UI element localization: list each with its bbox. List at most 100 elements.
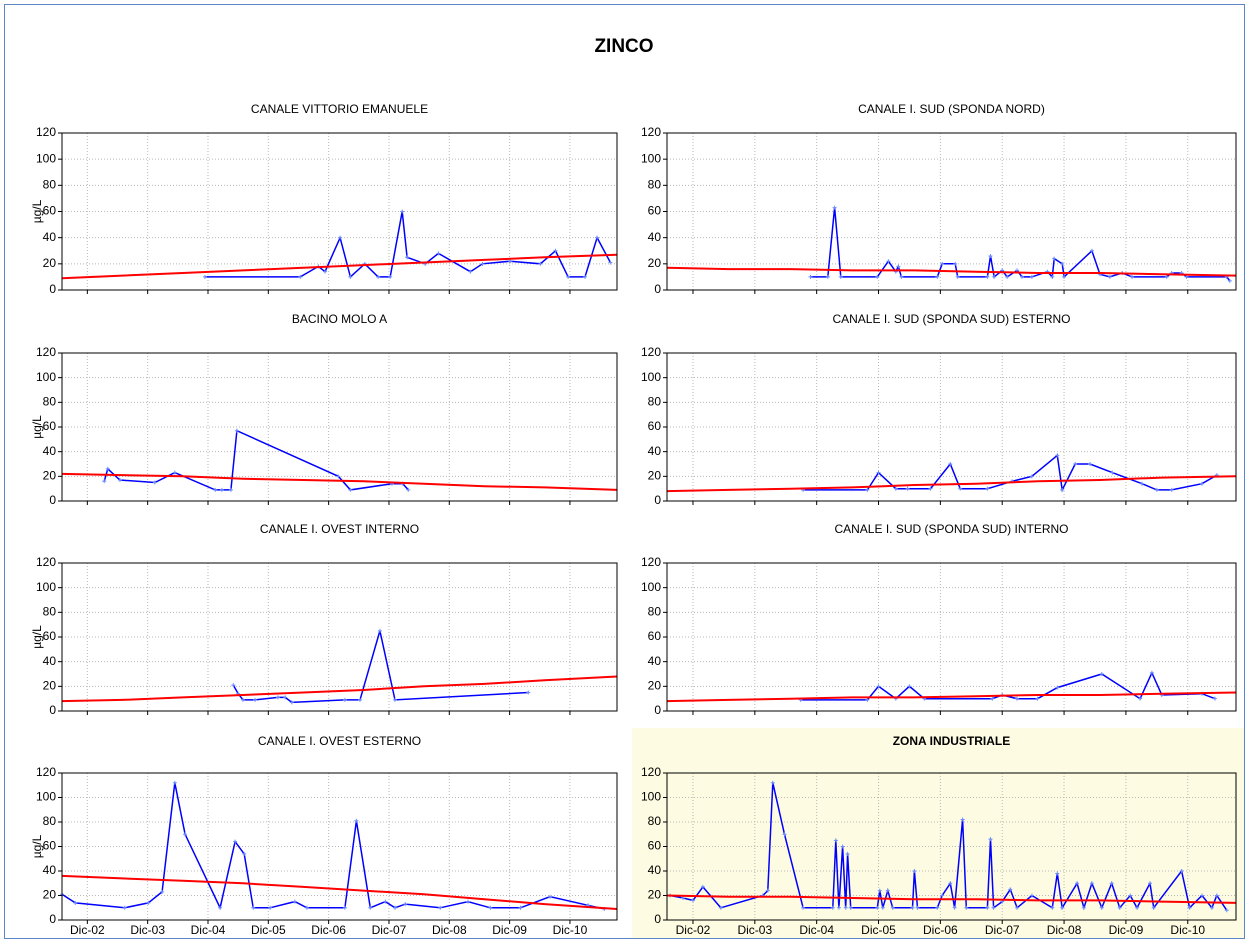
- x-tick-label: Dic-06: [311, 923, 346, 937]
- point-marker: [832, 205, 837, 210]
- point-marker: [955, 274, 960, 279]
- x-tick-label: Dic-02: [70, 923, 105, 937]
- point-marker: [251, 905, 256, 910]
- point-marker: [990, 696, 995, 701]
- point-marker: [1148, 881, 1153, 886]
- point-marker: [991, 905, 996, 910]
- y-tick-label: 40: [43, 230, 57, 244]
- point-marker: [268, 905, 273, 910]
- point-marker: [231, 683, 236, 688]
- y-tick-label: 20: [43, 888, 57, 902]
- y-tick-label: 60: [43, 629, 57, 643]
- point-marker: [354, 818, 359, 823]
- point-marker: [912, 869, 917, 873]
- x-tick-label: Dic-03: [130, 923, 165, 937]
- point-marker: [436, 251, 441, 256]
- point-marker: [958, 486, 963, 491]
- y-tick-label: 0: [654, 703, 661, 717]
- point-marker: [218, 905, 223, 910]
- y-tick-label: 100: [641, 580, 661, 594]
- point-marker: [1135, 905, 1140, 910]
- point-marker: [160, 889, 165, 894]
- point-marker: [122, 905, 127, 910]
- y-tick-label: 0: [654, 912, 661, 926]
- point-marker: [940, 261, 945, 266]
- point-marker: [526, 690, 531, 695]
- y-tick-label: 120: [36, 345, 56, 359]
- charts: CANALE VITTORIO EMANUELE µg/L 0 20 40 60 80 100…: [30, 102, 1244, 938]
- point-marker: [886, 259, 891, 264]
- point-marker: [348, 274, 353, 279]
- series-line: [61, 874, 618, 910]
- point-marker: [875, 274, 880, 279]
- series-line: [103, 429, 409, 491]
- chart-title: CANALE I. SUD (SPONDA NORD): [858, 102, 1045, 116]
- point-marker: [801, 905, 806, 910]
- plot-frame: [666, 772, 1237, 921]
- point-marker: [877, 888, 882, 893]
- point-marker: [1187, 905, 1192, 910]
- y-tick-label: 120: [36, 555, 56, 569]
- point-marker: [152, 480, 157, 485]
- y-tick-label: 0: [49, 703, 56, 717]
- y-tick-label: 20: [43, 679, 57, 693]
- y-tick-label: 60: [43, 839, 57, 853]
- point-marker: [358, 697, 363, 702]
- point-marker: [876, 684, 881, 689]
- x-tick-label: Dic-03: [737, 923, 772, 937]
- y-tick-label: 80: [43, 178, 57, 192]
- x-tick-label: Dic-02: [676, 923, 711, 937]
- y-tick-label: 0: [49, 912, 56, 926]
- x-tick-label: Dic-09: [492, 923, 527, 937]
- plot-frame: [61, 352, 618, 502]
- point-marker: [1029, 893, 1034, 898]
- point-marker: [376, 274, 381, 279]
- y-tick-label: 80: [43, 605, 57, 619]
- y-tick-label: 40: [43, 863, 57, 877]
- x-tick-label: Dic-08: [432, 923, 467, 937]
- point-marker: [438, 905, 443, 910]
- point-marker: [172, 470, 177, 475]
- point-marker: [1164, 274, 1169, 279]
- point-marker: [348, 487, 353, 492]
- point-marker: [833, 838, 838, 843]
- plot-frame: [61, 772, 618, 921]
- point-marker: [228, 487, 233, 492]
- point-marker: [1109, 881, 1114, 886]
- point-marker: [468, 269, 473, 274]
- point-marker: [336, 474, 341, 479]
- point-marker: [865, 487, 870, 492]
- point-marker: [1088, 462, 1093, 466]
- chart-title: CANALE I. OVEST ESTERNO: [258, 734, 421, 748]
- plot-frame: [666, 562, 1237, 712]
- y-tick-label: 100: [641, 790, 661, 804]
- point-marker: [1035, 696, 1040, 701]
- point-marker: [202, 274, 207, 279]
- plot-frame: [666, 132, 1237, 291]
- point-marker: [388, 274, 393, 279]
- point-marker: [838, 274, 843, 279]
- point-marker: [240, 697, 245, 702]
- chart-title: ZONA INDUSTRIALE: [893, 734, 1011, 748]
- y-tick-label: 120: [641, 345, 661, 359]
- point-marker: [1081, 905, 1086, 910]
- point-marker: [1050, 905, 1055, 910]
- point-marker: [782, 832, 787, 837]
- point-marker: [765, 888, 770, 893]
- point-marker: [1138, 696, 1143, 701]
- point-marker: [875, 905, 880, 910]
- point-marker: [905, 486, 910, 491]
- x-tick-label: Dic-05: [251, 923, 286, 937]
- point-marker: [323, 269, 328, 274]
- y-tick-label: 20: [43, 256, 57, 270]
- point-marker: [1055, 871, 1060, 876]
- point-marker: [102, 479, 107, 484]
- point-marker: [117, 478, 122, 483]
- point-marker: [1060, 487, 1065, 492]
- series-line: [232, 630, 529, 704]
- point-marker: [964, 905, 969, 910]
- point-marker: [1089, 248, 1094, 253]
- point-marker: [1199, 481, 1204, 486]
- series-line: [666, 475, 1237, 493]
